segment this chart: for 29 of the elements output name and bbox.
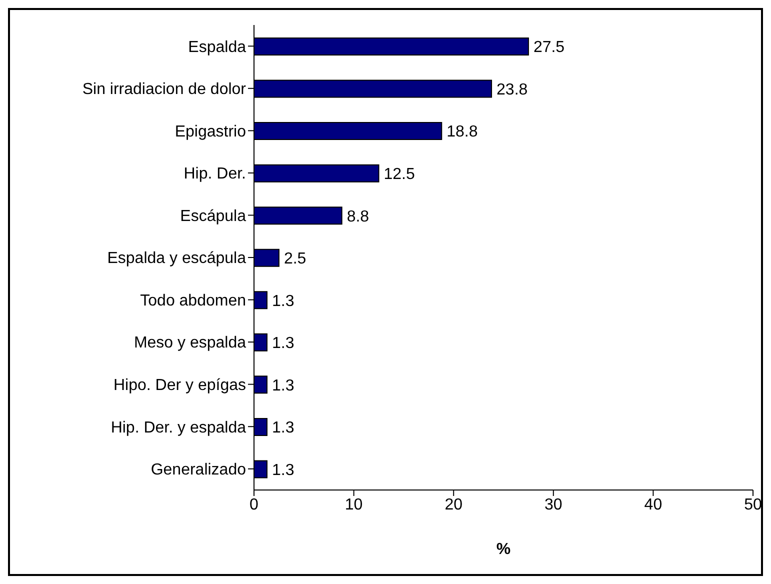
y-tick-label: Espalda y escápula (107, 250, 246, 268)
y-tick-label: Hip. Der. y espalda (110, 419, 246, 436)
data-label: 1.3 (272, 420, 294, 437)
y-tick-label: Hipo. Der y epígas (113, 377, 246, 394)
y-tick-label: Escápula (180, 208, 246, 225)
data-label: 27.5 (533, 39, 565, 56)
x-tick-label: 30 (544, 496, 562, 514)
y-tick-label: Espalda (188, 38, 246, 56)
y-tick-label: Generalizado (150, 462, 246, 479)
data-label: 1.3 (272, 377, 294, 394)
x-tick-label: 0 (250, 496, 259, 514)
y-tick-label: Meso y espalda (134, 334, 246, 352)
x-tick-label: 20 (444, 496, 463, 514)
y-tick-label: Todo abdomen (140, 292, 246, 310)
data-label: 1.3 (272, 292, 294, 310)
x-tick-label: 10 (344, 496, 363, 514)
data-label: 23.8 (496, 81, 528, 98)
data-label: 1.3 (272, 335, 294, 352)
data-label: 8.8 (346, 208, 370, 226)
y-tick-label: Sin irradiacion de dolor (82, 81, 247, 98)
x-axis-title: % (496, 541, 511, 558)
x-tick-label: 40 (644, 496, 662, 514)
y-tick-label: Epigastrio (174, 123, 246, 140)
data-label: 1.3 (272, 462, 294, 479)
y-tick-label: Hip. Der. (184, 166, 246, 183)
data-label: 2.5 (284, 250, 306, 268)
data-label: 18.8 (446, 124, 478, 141)
data-label: 12.5 (384, 166, 415, 183)
x-tick-label: 50 (744, 496, 762, 514)
